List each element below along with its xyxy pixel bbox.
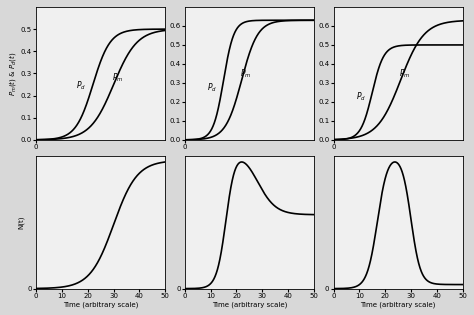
Text: $P_d$: $P_d$ <box>207 82 217 94</box>
Y-axis label: $P_m(t)$ & $P_d(t)$: $P_m(t)$ & $P_d(t)$ <box>7 51 18 96</box>
X-axis label: Time (arbitrary scale): Time (arbitrary scale) <box>212 301 287 308</box>
Text: $P_d$: $P_d$ <box>76 79 86 92</box>
Text: $P_d$: $P_d$ <box>356 90 365 103</box>
Text: $P_m$: $P_m$ <box>112 71 123 83</box>
X-axis label: Time (arbitrary scale): Time (arbitrary scale) <box>360 301 436 308</box>
Text: $P_m$: $P_m$ <box>240 67 251 80</box>
Text: $P_m$: $P_m$ <box>399 67 410 80</box>
X-axis label: Time (arbitrary scale): Time (arbitrary scale) <box>63 301 138 308</box>
Y-axis label: N(t): N(t) <box>18 215 25 229</box>
